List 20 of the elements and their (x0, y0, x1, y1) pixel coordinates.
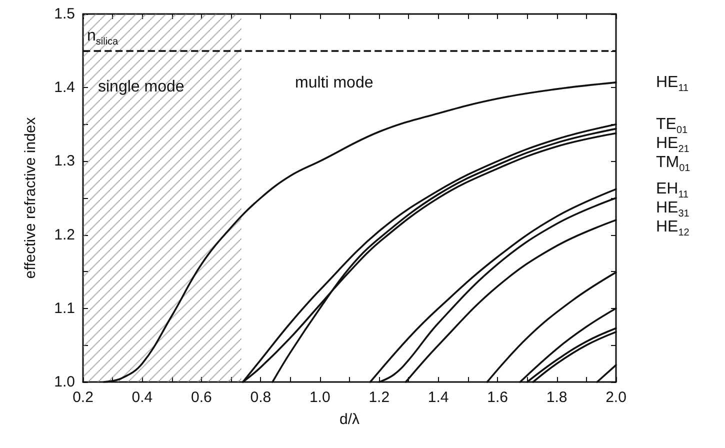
y-tick-label: 1.3 (54, 152, 75, 170)
y-tick-label: 1.4 (54, 79, 75, 96)
x-tick-label: 0.6 (191, 389, 212, 406)
x-tick-label: 1.4 (428, 389, 449, 406)
x-tick-label: 0.8 (250, 389, 272, 406)
x-tick-label: 0.2 (72, 389, 94, 406)
y-axis-title: effective refractive index (22, 116, 39, 279)
x-tick-label: 1.0 (309, 389, 330, 406)
x-axis-title: d/λ (339, 411, 360, 428)
x-tick-label: 1.6 (487, 389, 508, 406)
y-tick-label: 1.5 (54, 6, 75, 22)
y-tick-label: 1.1 (54, 300, 75, 317)
band-label: single mode (98, 78, 184, 96)
x-tick-label: 2.0 (606, 389, 626, 406)
annotation: multi mode (295, 74, 374, 92)
y-tick-label: 1.2 (54, 226, 75, 244)
x-tick-label: 1.2 (368, 389, 390, 406)
y-tick-label: 1.0 (54, 374, 75, 390)
x-tick-label: 0.4 (132, 389, 153, 406)
x-tick-label: 1.8 (546, 389, 568, 406)
